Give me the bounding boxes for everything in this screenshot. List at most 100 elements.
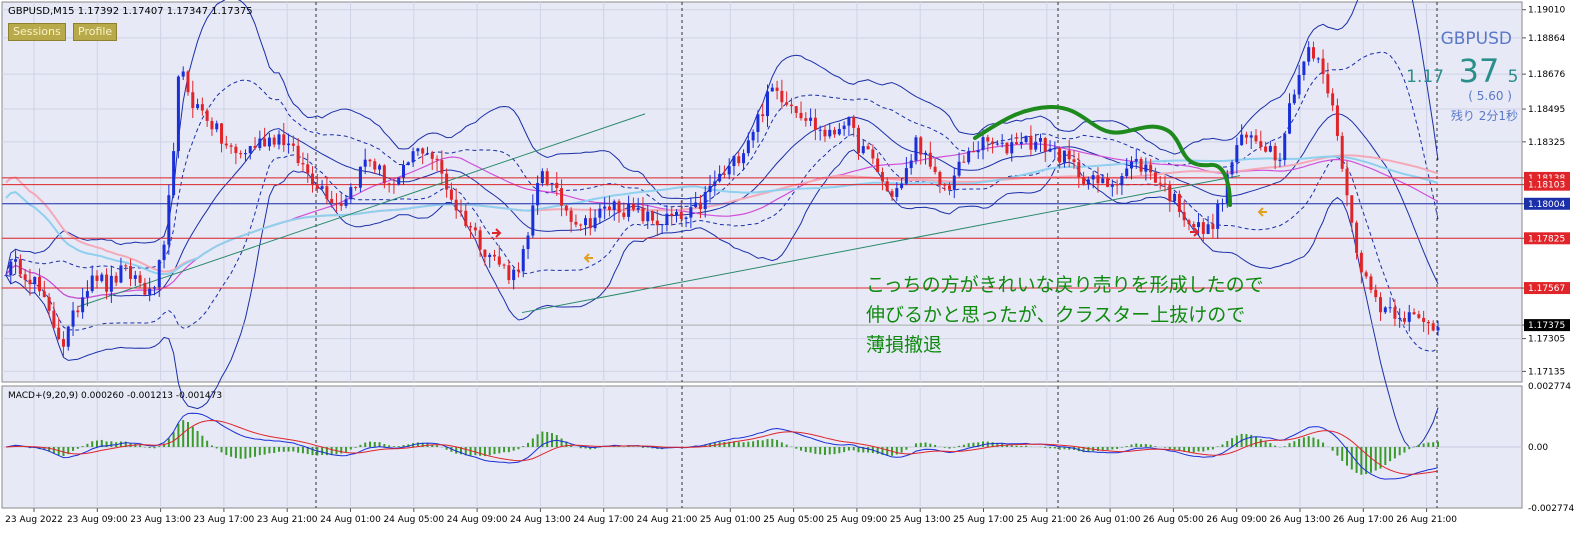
- candle: [1398, 318, 1402, 320]
- candle: [1350, 195, 1354, 223]
- candle: [1043, 137, 1047, 152]
- candle: [1364, 272, 1368, 277]
- candle: [449, 189, 453, 200]
- candle: [38, 276, 42, 292]
- x-tick-label: 25 Aug 01:00: [700, 515, 761, 525]
- candle: [962, 161, 966, 163]
- candle: [421, 148, 425, 154]
- price-level-label: 1.18004: [1528, 200, 1565, 210]
- candle: [248, 146, 252, 154]
- annotation-line-2: 伸びるかと思ったが、クラスター上抜けので: [866, 304, 1245, 326]
- candle: [765, 91, 769, 117]
- candle: [306, 164, 310, 174]
- candle: [1436, 327, 1440, 331]
- y-tick-label: 1.18864: [1528, 34, 1565, 44]
- candle: [473, 227, 477, 231]
- candle: [828, 129, 832, 137]
- candle: [363, 159, 367, 167]
- candle: [387, 183, 391, 185]
- candle: [866, 146, 870, 150]
- candle: [1120, 176, 1124, 186]
- macd-line: [5, 412, 1439, 480]
- macd-tick-label: -0.002774: [1528, 504, 1574, 514]
- candle: [813, 117, 817, 130]
- x-tick-label: 26 Aug 01:00: [1080, 515, 1141, 525]
- candle: [550, 182, 554, 184]
- candle: [823, 129, 827, 137]
- candle: [1235, 145, 1239, 163]
- candle: [172, 151, 176, 196]
- candle: [1302, 61, 1306, 75]
- candle: [205, 110, 209, 121]
- candle: [646, 211, 650, 222]
- candle: [392, 183, 396, 185]
- candle: [229, 145, 233, 147]
- candle: [162, 244, 166, 261]
- price-level-tag: [1524, 232, 1570, 245]
- candle: [526, 235, 530, 250]
- ticker-change: ( 5.60 ): [1468, 89, 1512, 103]
- price-level-tag: [1524, 197, 1570, 210]
- candle: [655, 220, 659, 226]
- candle: [378, 165, 382, 170]
- candle: [1340, 135, 1344, 169]
- candle: [507, 265, 511, 281]
- candle: [1393, 307, 1397, 319]
- candle: [804, 118, 808, 121]
- candle: [1374, 289, 1378, 298]
- trendline-1[interactable]: [77, 113, 646, 308]
- candle: [1005, 142, 1009, 154]
- candle: [1058, 148, 1062, 163]
- candle: [406, 162, 410, 165]
- candle: [885, 181, 889, 192]
- candle: [258, 138, 262, 149]
- candle: [900, 183, 904, 189]
- candle: [1197, 222, 1201, 228]
- sessions-button[interactable]: Sessions: [8, 23, 66, 41]
- candle: [176, 76, 180, 152]
- candle: [1331, 93, 1335, 106]
- candle: [540, 171, 544, 184]
- x-tick-label: 26 Aug 17:00: [1333, 515, 1394, 525]
- candle: [234, 146, 238, 154]
- red-arrow-icon: [492, 228, 502, 238]
- candle: [1024, 135, 1028, 143]
- candle: [1326, 74, 1330, 94]
- candle: [1211, 224, 1215, 229]
- trendline-2[interactable]: [521, 175, 1241, 314]
- candle: [971, 151, 975, 153]
- candle: [272, 137, 276, 145]
- annotation-line-3: 薄損撤退: [866, 334, 942, 356]
- orange-arrow-icon: [1257, 207, 1267, 217]
- candle: [1220, 203, 1224, 205]
- candle: [1010, 142, 1014, 154]
- candle: [641, 207, 645, 222]
- candle: [933, 166, 937, 173]
- candle: [81, 297, 85, 313]
- candle: [497, 256, 501, 265]
- profile-button[interactable]: Profile: [73, 23, 118, 41]
- candle: [612, 201, 616, 210]
- candle: [138, 275, 142, 283]
- candle: [1096, 175, 1100, 184]
- candle: [981, 137, 985, 151]
- candle: [1129, 161, 1133, 169]
- candle: [1153, 172, 1157, 183]
- candle: [1000, 142, 1004, 144]
- y-tick-label: 1.18676: [1528, 70, 1565, 80]
- candle: [200, 104, 204, 111]
- candle: [1149, 164, 1153, 173]
- candle: [133, 275, 137, 279]
- x-tick-label: 24 Aug 13:00: [510, 515, 571, 525]
- candle: [833, 129, 837, 135]
- candle: [291, 143, 295, 146]
- candle: [698, 202, 702, 210]
- y-tick-label: 1.18325: [1528, 138, 1565, 148]
- candle: [1422, 317, 1426, 322]
- candle: [1230, 162, 1234, 175]
- candle: [18, 259, 22, 275]
- candle: [1244, 134, 1248, 138]
- candle: [397, 177, 401, 185]
